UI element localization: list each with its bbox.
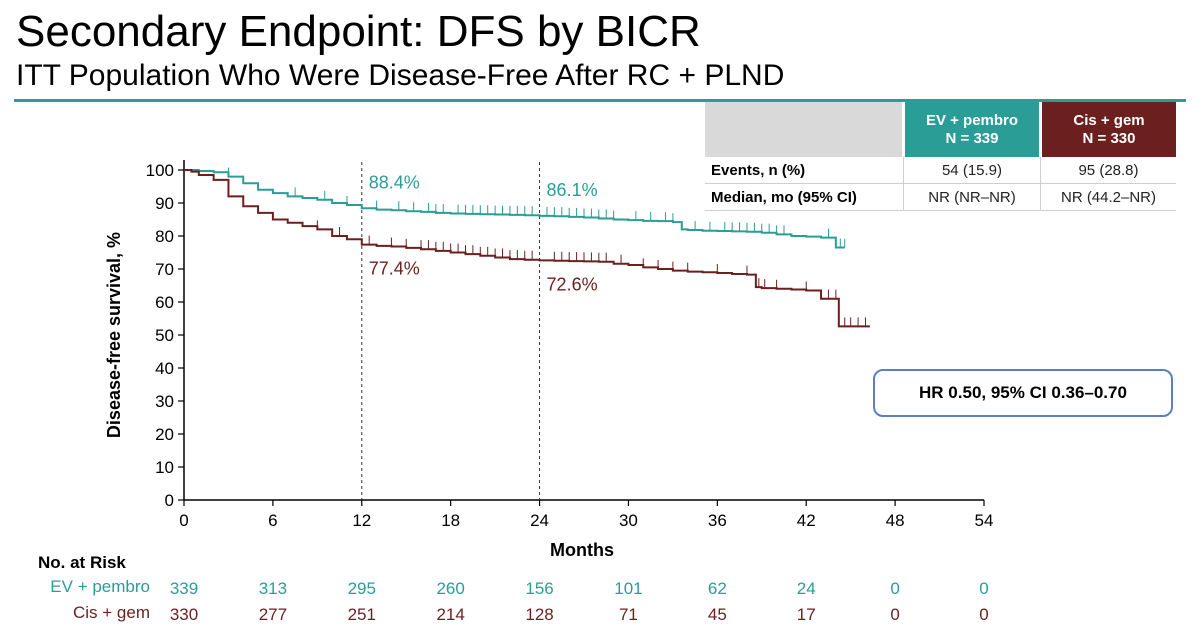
stats-corner-cell: [705, 102, 904, 157]
stats-cell-ev: NR (NR–NR): [903, 183, 1041, 211]
risk-value: 156: [525, 579, 553, 598]
landmark-annotation: 77.4%: [369, 259, 420, 279]
y-tick-label: 50: [155, 326, 174, 345]
risk-value: 24: [797, 579, 816, 598]
survival-curve-ev-pembro: [184, 169, 845, 249]
cis-gem-header-name: Cis + gem: [1073, 111, 1145, 129]
risk-value: 339: [170, 579, 198, 598]
y-tick-label: 0: [165, 491, 174, 510]
x-axis-title: Months: [550, 540, 614, 560]
risk-value: 0: [979, 579, 988, 598]
y-tick-label: 40: [155, 359, 174, 378]
stats-row-label: Events, n (%): [705, 157, 904, 184]
summary-stats-table: EV + pembro N = 339 Cis + gem N = 330 Ev…: [705, 102, 1176, 211]
landmark-annotation: 86.1%: [547, 180, 598, 200]
y-tick-label: 90: [155, 194, 174, 213]
cis-gem-header-n: N = 330: [1082, 129, 1136, 147]
y-tick-label: 100: [146, 161, 174, 180]
x-tick-label: 24: [530, 511, 549, 530]
risk-value: 71: [619, 605, 638, 624]
y-tick-label: 30: [155, 392, 174, 411]
cis-gem-header: Cis + gem N = 330: [1039, 102, 1176, 157]
risk-value: 0: [890, 579, 899, 598]
title-divider: [14, 99, 1186, 102]
y-tick-label: 10: [155, 458, 174, 477]
risk-value: 251: [348, 605, 376, 624]
stats-cell-cis: 95 (28.8): [1040, 157, 1176, 184]
x-tick-label: 48: [886, 511, 905, 530]
risk-value: 17: [797, 605, 816, 624]
ev-pembro-header: EV + pembro N = 339: [902, 102, 1041, 157]
x-tick-label: 30: [619, 511, 638, 530]
x-tick-label: 0: [179, 511, 188, 530]
risk-value: 330: [170, 605, 198, 624]
stats-row-events: Events, n (%) 54 (15.9) 95 (28.8): [705, 157, 1176, 184]
risk-value: 0: [890, 605, 899, 624]
x-tick-label: 42: [797, 511, 816, 530]
risk-value: 101: [614, 579, 642, 598]
risk-value: 0: [979, 605, 988, 624]
risk-value: 277: [259, 605, 287, 624]
risk-row-label-cis: Cis + gem: [73, 603, 150, 622]
landmark-annotation: 88.4%: [369, 172, 420, 192]
stats-row-median: Median, mo (95% CI) NR (NR–NR) NR (44.2–…: [705, 183, 1176, 211]
risk-value: 128: [525, 605, 553, 624]
stats-cell-cis: NR (44.2–NR): [1040, 183, 1176, 211]
landmark-annotation: 72.6%: [547, 274, 598, 294]
risk-value: 45: [708, 605, 727, 624]
y-tick-label: 20: [155, 425, 174, 444]
risk-row-label-ev: EV + pembro: [50, 577, 150, 596]
risk-value: 260: [436, 579, 464, 598]
x-tick-label: 36: [708, 511, 727, 530]
stats-cell-ev: 54 (15.9): [903, 157, 1041, 184]
x-tick-label: 18: [441, 511, 460, 530]
page-title: Secondary Endpoint: DFS by BICR: [16, 7, 701, 56]
stats-header-row: EV + pembro N = 339 Cis + gem N = 330: [705, 102, 1176, 157]
x-tick-label: 6: [268, 511, 277, 530]
y-axis-title: Disease-free survival, %: [104, 232, 124, 438]
risk-value: 214: [436, 605, 464, 624]
ev-pembro-header-n: N = 339: [945, 129, 999, 147]
ev-pembro-header-name: EV + pembro: [925, 111, 1019, 129]
y-tick-label: 60: [155, 293, 174, 312]
x-tick-label: 54: [975, 511, 994, 530]
risk-value: 313: [259, 579, 287, 598]
risk-table-heading: No. at Risk: [38, 553, 126, 572]
y-tick-label: 70: [155, 260, 174, 279]
y-tick-label: 80: [155, 227, 174, 246]
page-subtitle: ITT Population Who Were Disease-Free Aft…: [16, 59, 785, 92]
risk-value: 295: [348, 579, 376, 598]
hazard-ratio-box: HR 0.50, 95% CI 0.36–0.70: [873, 369, 1173, 417]
risk-value: 62: [708, 579, 727, 598]
x-tick-label: 12: [352, 511, 371, 530]
stats-row-label: Median, mo (95% CI): [705, 183, 904, 211]
